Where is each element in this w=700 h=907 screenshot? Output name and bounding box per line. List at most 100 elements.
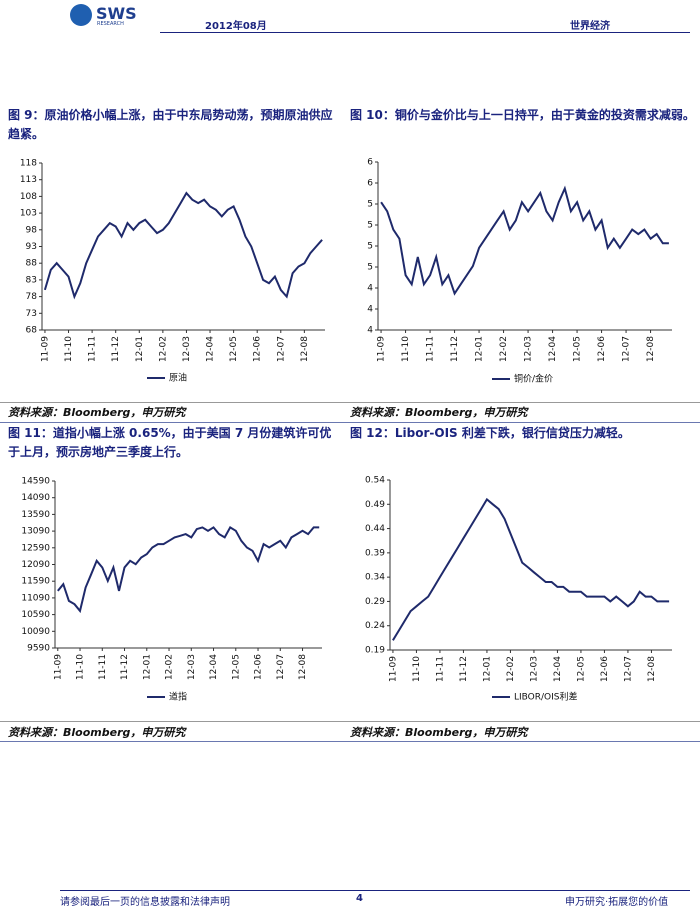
y-tick-label: 73 [26,309,37,319]
x-tick-label: 11-10 [64,336,74,362]
x-tick-label: 12-02 [499,336,509,362]
charts: 68 73 78 83 88 93 98 103 108 113 118 11-09 11-10 11-1… [20,158,672,703]
y-tick-label: 0.54 [365,476,385,486]
y-tick-label: 4 [367,305,373,315]
y-tick-label: 10090 [21,627,50,637]
y-tick-label: 93 [26,242,37,252]
y-tick-label: 98 [26,225,38,235]
y-tick-label: 68 [26,326,38,336]
source: 资料来源：Bloomberg，申万研究 [350,726,528,739]
y-tick-label: 14590 [21,477,50,487]
y-tick-label: 0.34 [365,573,385,583]
y-tick-label: 4 [367,284,373,294]
x-tick-label: 11-11 [98,654,108,680]
y-tick-label: 0.19 [365,646,385,656]
y-tick-label: 10590 [21,610,50,620]
y-tick-label: 12090 [21,560,50,570]
y-tick-label: 5 [367,263,373,273]
footer-rule [60,890,690,891]
x-tick-label: 12-02 [506,656,516,682]
y-tick-label: 83 [26,275,37,285]
x-tick-label: 12-03 [529,656,539,682]
y-tick-label: 6 [367,158,373,168]
footer-disclaimer: 请参阅最后一页的信息披露和法律声明 [60,897,230,907]
y-tick-label: 5 [367,200,373,210]
x-tick-label: 12-01 [475,336,485,362]
x-tick-label: 12-05 [573,336,583,362]
x-tick-label: 12-04 [209,654,219,680]
x-tick-label: 12-04 [206,336,216,362]
x-tick-label: 11-11 [435,656,445,682]
y-tick-label: 78 [26,292,38,302]
x-tick-label: 12-02 [158,336,168,362]
x-tick-label: 12-08 [298,654,308,680]
x-tick-label: 11-12 [450,336,460,362]
x-tick-label: 12-07 [276,654,286,680]
data-line [392,497,670,641]
x-tick-label: 12-01 [482,656,492,682]
figure-title: 图 10：铜价与金价比与上一日持平，由于黄金的投资需求减弱。 [350,108,695,122]
x-tick-label: 11-11 [426,336,436,362]
y-tick-label: 9590 [27,644,50,654]
x-tick-label: 11-10 [401,336,411,362]
rule [0,721,700,722]
y-tick-label: 5 [367,221,373,231]
data-line [380,185,669,296]
figure-title: 图 9：原油价格小幅上涨，由于中东局势动荡，预期原油供应趋紧。 [8,108,333,141]
x-tick-label: 11-10 [76,654,86,680]
x-tick-label: 12-06 [597,336,607,362]
x-tick-label: 11-12 [111,336,121,362]
x-tick-label: 11-09 [388,656,398,682]
logo-icon [70,4,92,26]
y-tick-label: 0.29 [365,597,385,607]
y-tick-label: 13590 [21,510,50,520]
y-tick-label: 12590 [21,543,50,553]
rule [0,402,700,403]
x-tick-label: 12-04 [553,656,563,682]
x-tick-label: 12-04 [548,336,558,362]
y-tick-label: 5 [367,242,373,252]
y-tick-label: 4 [367,326,373,336]
footer-slogan: 申万研究·拓展您的价值 [565,897,669,907]
x-tick-label: 12-02 [165,654,175,680]
y-tick-label: 0.24 [365,621,385,631]
source: 资料来源：Bloomberg，申万研究 [350,406,528,419]
figure-title: 图 11：道指小幅上涨 0.65%，由于美国 7 月份建筑许可优于上月，预示房地… [8,426,332,459]
x-tick-label: 12-03 [187,654,197,680]
x-tick-label: 12-08 [646,336,656,362]
data-line [43,191,323,300]
x-tick-label: 11-09 [53,654,63,680]
x-tick-label: 12-07 [623,656,633,682]
x-tick-label: 12-08 [300,336,310,362]
legend-label: 铜价/金价 [514,373,553,385]
data-line [57,526,320,614]
x-tick-label: 12-05 [229,336,239,362]
y-tick-label: 103 [20,209,37,219]
logo-sub: RESEARCH [97,21,124,27]
legend-label: 原油 [169,372,187,384]
y-tick-label: 118 [20,159,37,169]
x-tick-label: 12-06 [254,654,264,680]
legend-label: 道指 [169,691,187,703]
x-tick-label: 12-07 [276,336,286,362]
source: 资料来源：Bloomberg，申万研究 [8,406,186,419]
legend-label: LIBOR/OIS利差 [514,691,578,703]
y-tick-label: 0.39 [365,548,385,558]
y-tick-label: 14090 [21,493,50,503]
x-tick-label: 11-12 [459,656,469,682]
y-tick-label: 11090 [21,593,50,603]
x-tick-label: 12-03 [182,336,192,362]
x-tick-label: 12-01 [135,336,145,362]
y-tick-label: 13090 [21,527,50,537]
x-tick-label: 12-06 [253,336,263,362]
page-number: 4 [356,893,363,904]
y-tick-label: 108 [20,192,37,202]
y-tick-label: 6 [367,179,373,189]
x-tick-label: 12-05 [576,656,586,682]
source: 资料来源：Bloomberg，申万研究 [8,726,186,739]
x-tick-label: 11-09 [377,336,387,362]
x-tick-label: 12-08 [647,656,657,682]
x-tick-label: 11-11 [88,336,98,362]
x-tick-label: 12-01 [142,654,152,680]
